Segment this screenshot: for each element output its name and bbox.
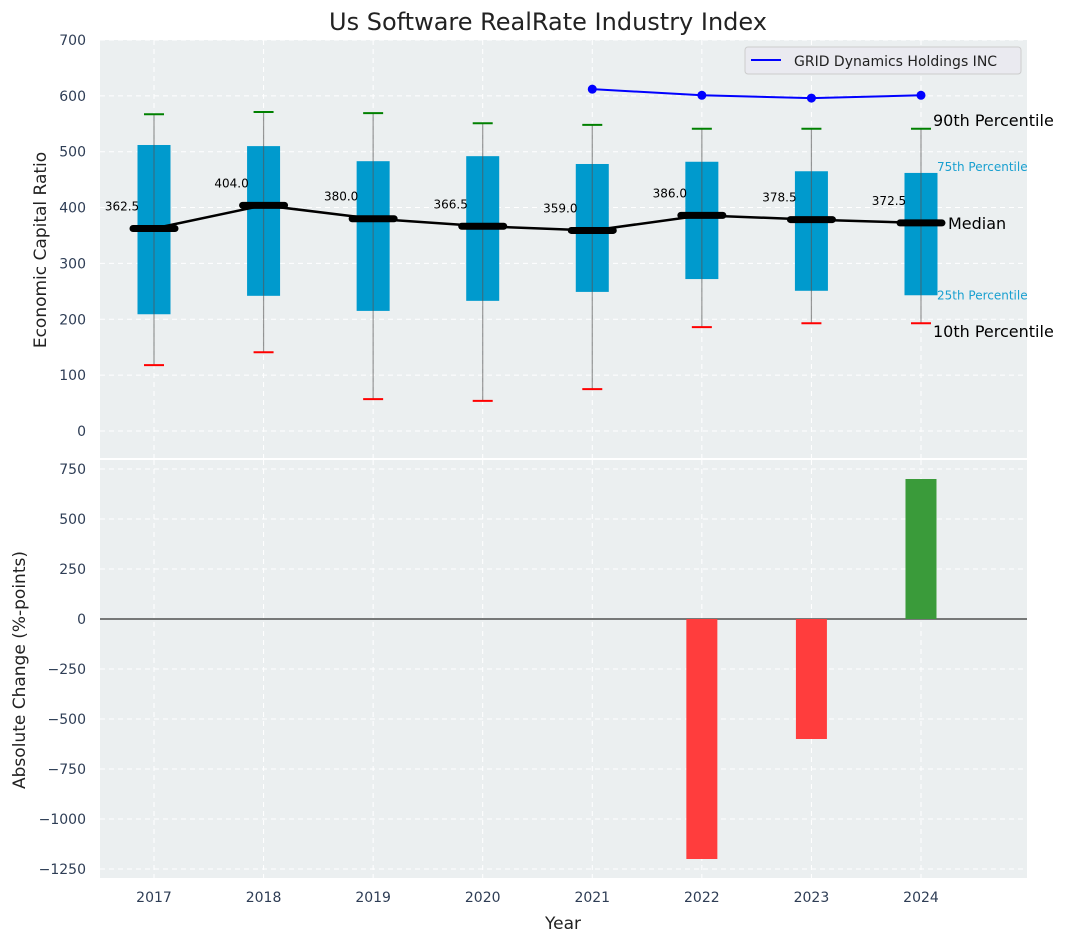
bottom-y-tick-label: 0 <box>77 612 86 628</box>
change-bar-2024 <box>905 479 937 619</box>
annotation-p10: 10th Percentile <box>933 322 1054 341</box>
bottom-y-tick-label: −250 <box>48 662 86 678</box>
x-tick-label: 2018 <box>246 890 282 906</box>
top-y-tick-label: 400 <box>59 201 86 217</box>
median-label: 359.0 <box>543 201 577 215</box>
company-line <box>592 88 922 100</box>
median-label: 362.5 <box>105 200 139 214</box>
top-plot-area <box>100 40 1027 458</box>
bottom-y-tick-label: −750 <box>48 762 86 778</box>
top-y-tick-label: 200 <box>59 312 86 328</box>
change-bar-2023 <box>795 619 827 739</box>
bottom-y-tick-label: 250 <box>59 562 86 578</box>
x-tick-label: 2017 <box>136 890 172 906</box>
company-point <box>916 90 926 100</box>
median-label: 386.0 <box>653 186 687 200</box>
bottom-y-tick-label: −1000 <box>39 812 86 828</box>
annotation-p25: 25th Percentile <box>937 288 1028 302</box>
x-axis-label: Year <box>544 914 581 934</box>
top-y-tick-label: 500 <box>59 145 86 161</box>
company-point <box>697 90 707 100</box>
top-y-tick-label: 700 <box>59 33 86 49</box>
legend <box>744 46 1022 75</box>
median-label: 380.0 <box>324 190 358 204</box>
x-tick-label: 2024 <box>903 890 939 906</box>
annotation-median: Median <box>948 214 1006 233</box>
company-point <box>587 84 597 94</box>
bottom-y-tick-label: 750 <box>59 462 86 478</box>
top-y-tick-label: 0 <box>77 424 86 440</box>
chart-title: Us Software RealRate Industry Index <box>329 8 767 36</box>
median-label: 372.5 <box>872 194 906 208</box>
top-y-tick-label: 600 <box>59 89 86 105</box>
x-tick-label: 2021 <box>574 890 610 906</box>
bottom-y-axis-label: Absolute Change (%-points) <box>10 551 30 789</box>
top-y-axis-label: Economic Capital Ratio <box>31 152 51 348</box>
x-tick-label: 2022 <box>684 890 720 906</box>
company-point <box>806 93 816 103</box>
median-label: 366.5 <box>434 197 468 211</box>
median-label: 404.0 <box>214 176 248 190</box>
x-tick-label: 2019 <box>355 890 391 906</box>
bottom-y-tick-label: 500 <box>59 512 86 528</box>
top-y-tick-label: 300 <box>59 256 86 272</box>
bottom-y-tick-label: −500 <box>48 712 86 728</box>
legend-label: GRID Dynamics Holdings INC <box>794 54 997 70</box>
top-y-tick-label: 100 <box>59 368 86 384</box>
x-tick-label: 2023 <box>794 890 830 906</box>
annotation-p90: 90th Percentile <box>933 111 1054 130</box>
median-label: 378.5 <box>762 191 796 205</box>
bottom-y-tick-label: −1250 <box>39 862 86 878</box>
x-tick-label: 2020 <box>465 890 501 906</box>
annotation-p75: 75th Percentile <box>937 160 1028 174</box>
change-bar-2022 <box>686 619 718 859</box>
